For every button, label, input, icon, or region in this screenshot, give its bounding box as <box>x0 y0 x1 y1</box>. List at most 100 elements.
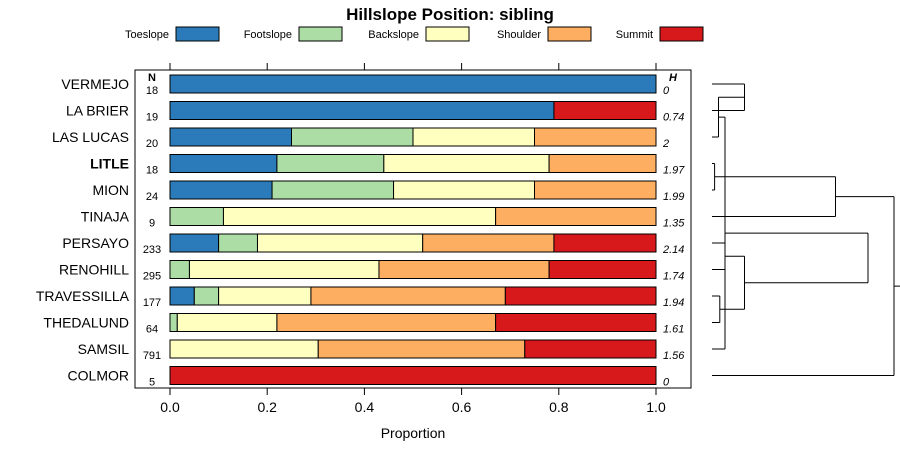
legend-label: Summit <box>616 29 653 41</box>
bars <box>169 74 657 385</box>
h-value: 1.35 <box>663 218 685 230</box>
bar-segment <box>169 154 278 173</box>
bar-segment <box>393 180 535 200</box>
bar-segment <box>169 127 292 147</box>
row-label: RENOHILL <box>59 262 129 278</box>
legend-swatch <box>425 26 470 42</box>
row-label: LAS LUCAS <box>52 129 129 145</box>
bar-segment <box>504 286 657 306</box>
n-value: 64 <box>146 324 158 336</box>
row-label: SAMSIL <box>78 341 130 357</box>
n-value: 791 <box>143 350 161 362</box>
h-value: 0 <box>663 377 670 389</box>
bar-segment <box>495 207 657 226</box>
n-value: 19 <box>146 112 158 124</box>
x-tick-label: 0.6 <box>452 399 472 415</box>
h-value: 0.74 <box>663 112 684 124</box>
legend-swatch <box>298 26 343 42</box>
legend-swatch <box>659 26 704 42</box>
h-value: 1.94 <box>663 297 684 309</box>
bar-segment <box>169 101 555 120</box>
bar-segment <box>176 313 278 332</box>
row-label: LA BRIER <box>66 103 129 119</box>
bar-segment <box>169 366 657 385</box>
bar-segment <box>218 233 258 253</box>
n-value: 18 <box>146 85 158 97</box>
x-tick-label: 1.0 <box>646 399 666 415</box>
n-value: 20 <box>146 138 158 150</box>
legend: Toeslope Footslope Backslope Shoulder Summit <box>125 26 704 42</box>
n-value: 177 <box>143 297 161 309</box>
bar-segment <box>169 313 178 332</box>
row-label: LITLE <box>90 156 129 172</box>
bar-segment <box>169 207 224 226</box>
n-header: N <box>148 72 156 84</box>
dendrogram <box>712 83 900 376</box>
row-label: COLMOR <box>68 368 129 384</box>
x-tick-label: 0.4 <box>355 399 375 415</box>
legend-label: Toeslope <box>125 29 169 41</box>
x-tick-label: 0.2 <box>257 399 277 415</box>
bar-segment <box>310 286 506 306</box>
bar-segment <box>553 233 657 253</box>
bar-segment <box>534 180 657 200</box>
bar-segment <box>291 127 414 147</box>
bar-segment <box>412 127 535 147</box>
bar-segment <box>193 286 220 306</box>
h-value: 1.99 <box>663 191 684 203</box>
bar-segment <box>169 286 195 306</box>
h-value: 1.56 <box>663 350 685 362</box>
legend-label: Footslope <box>244 29 292 41</box>
chart-title: Hillslope Position: sibling <box>346 5 554 24</box>
bar-segment <box>169 260 190 279</box>
bar-segment <box>276 154 385 173</box>
bar-segment <box>534 127 657 147</box>
bar-segment <box>222 207 497 226</box>
bar-segment <box>317 339 526 359</box>
bar-segment <box>524 339 657 359</box>
row-label: TRAVESSILLA <box>36 288 130 304</box>
h-header: H <box>669 72 678 84</box>
n-value: 18 <box>146 165 158 177</box>
bar-segment <box>256 233 424 253</box>
bar-segment <box>422 233 555 253</box>
bar-segment <box>169 233 220 253</box>
bar-segment <box>218 286 312 306</box>
bar-segment <box>169 339 319 359</box>
x-tick-label: 0.8 <box>549 399 569 415</box>
bar-segment <box>188 260 380 279</box>
bar-segment <box>383 154 550 173</box>
bar-segment <box>548 260 657 279</box>
bar-segment <box>169 180 273 200</box>
n-value: 9 <box>149 218 155 230</box>
legend-label: Shoulder <box>497 29 541 41</box>
bar-segment <box>271 180 395 200</box>
bar-segment <box>169 74 657 94</box>
h-value: 2.14 <box>662 244 684 256</box>
legend-label: Backslope <box>368 29 419 41</box>
h-value: 1.97 <box>663 165 685 177</box>
h-value: 1.74 <box>663 271 684 283</box>
h-value: 1.61 <box>663 324 684 336</box>
n-value: 295 <box>143 271 161 283</box>
legend-swatch <box>175 26 220 42</box>
row-label: TINAJA <box>81 209 130 225</box>
x-axis-label: Proportion <box>381 425 446 441</box>
row-label: MION <box>92 182 129 198</box>
x-axis: 0.0 0.2 0.4 0.6 0.8 1.0 <box>160 63 666 415</box>
bar-segment <box>548 154 657 173</box>
n-value: 5 <box>149 377 155 389</box>
plot-frame <box>134 69 692 389</box>
h-value: 2 <box>662 138 669 150</box>
bar-segment <box>495 313 657 332</box>
row-label: PERSAYO <box>62 235 129 251</box>
bar-segment <box>553 101 657 120</box>
row-label: THEDALUND <box>43 315 129 331</box>
h-value: 0 <box>663 85 670 97</box>
bar-segment <box>378 260 550 279</box>
n-value: 233 <box>143 244 161 256</box>
x-tick-label: 0.0 <box>160 399 180 415</box>
